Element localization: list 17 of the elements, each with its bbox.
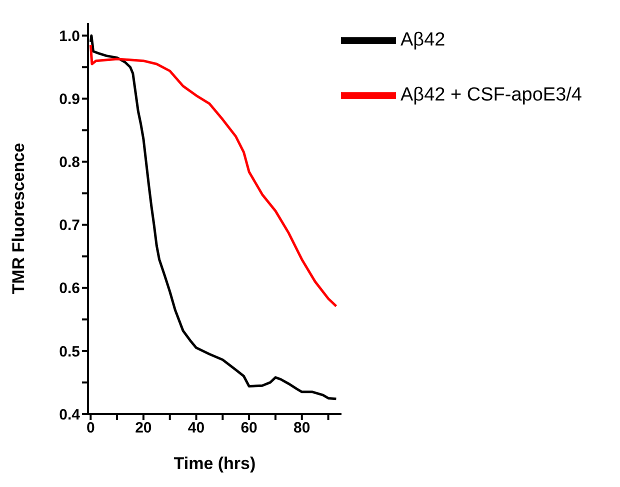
line-series xyxy=(89,44,338,308)
x-tick-label: 20 xyxy=(135,420,152,437)
x-tick-label: 80 xyxy=(294,420,310,437)
y-tick-label: 1.0 xyxy=(59,28,80,45)
y-axis-title: TMR Fluorescence xyxy=(9,142,28,294)
x-axis-title: Time (hrs) xyxy=(174,454,256,473)
x-tick-label: 0 xyxy=(86,420,95,437)
y-tick-label: 0.6 xyxy=(59,280,80,298)
y-tick-label: 0.8 xyxy=(59,154,80,172)
x-tick-label: 40 xyxy=(188,420,205,437)
legend-label: Aβ42 + CSF-apoE3/4 xyxy=(400,84,582,106)
y-tick-label: 0.9 xyxy=(59,91,80,108)
y-tick-label: 0.5 xyxy=(59,343,80,360)
x-tick-label: 60 xyxy=(240,420,258,437)
legend-label: Aβ42 xyxy=(400,30,446,51)
y-tick-label: 0.7 xyxy=(59,217,80,234)
y-tick-label: 0.4 xyxy=(59,406,81,424)
